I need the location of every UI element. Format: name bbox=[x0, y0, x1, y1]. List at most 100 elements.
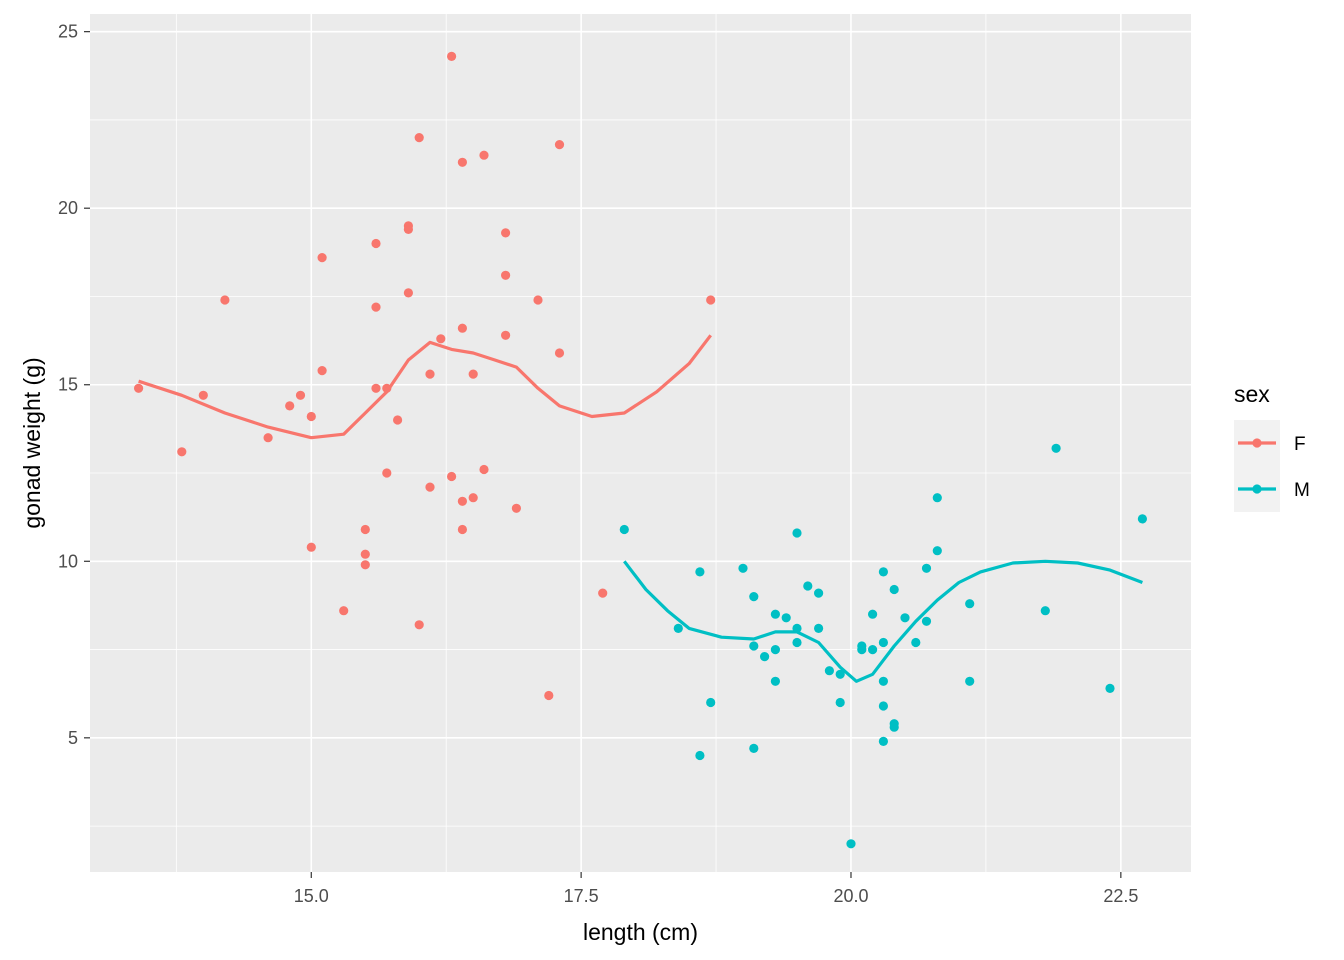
y-tick-label: 20 bbox=[58, 198, 78, 218]
point-M bbox=[846, 839, 856, 849]
point-F bbox=[306, 542, 316, 552]
point-M bbox=[1040, 606, 1050, 616]
legend-item-M: M bbox=[1234, 466, 1310, 512]
point-M bbox=[889, 584, 899, 595]
point-M bbox=[792, 623, 802, 634]
point-F bbox=[360, 549, 370, 559]
x-tick-label: 17.5 bbox=[564, 886, 599, 906]
point-M bbox=[878, 736, 889, 747]
point-M bbox=[878, 676, 889, 686]
point-F bbox=[706, 295, 716, 305]
point-M bbox=[749, 592, 759, 602]
point-F bbox=[436, 334, 446, 344]
point-M bbox=[770, 676, 781, 686]
legend-key-point bbox=[1252, 438, 1262, 448]
y-axis-title: gonad weight (g) bbox=[19, 357, 45, 528]
point-F bbox=[220, 295, 230, 305]
point-F bbox=[371, 383, 381, 393]
point-M bbox=[770, 609, 781, 619]
point-M bbox=[781, 613, 791, 623]
point-M bbox=[1105, 683, 1115, 694]
point-M bbox=[770, 645, 781, 655]
point-M bbox=[868, 609, 878, 619]
point-M bbox=[965, 676, 975, 686]
point-M bbox=[911, 637, 921, 648]
point-F bbox=[306, 411, 316, 422]
x-tick-label: 15.0 bbox=[294, 886, 329, 906]
y-tick-label: 15 bbox=[58, 375, 78, 395]
point-F bbox=[403, 224, 413, 234]
point-F bbox=[544, 690, 554, 701]
point-M bbox=[749, 743, 759, 754]
point-F bbox=[479, 464, 489, 475]
point-F bbox=[554, 140, 565, 150]
legend-key-point bbox=[1252, 484, 1262, 494]
plot-panel bbox=[90, 14, 1191, 872]
legend-label: M bbox=[1294, 480, 1310, 501]
smooth-lines bbox=[138, 334, 1143, 683]
point-M bbox=[835, 669, 845, 679]
legend: sex FM bbox=[1234, 381, 1310, 512]
point-F bbox=[339, 606, 349, 616]
point-M bbox=[1137, 514, 1147, 524]
y-tick-label: 5 bbox=[68, 728, 78, 748]
point-M bbox=[824, 666, 835, 676]
point-M bbox=[921, 563, 932, 573]
point-M bbox=[695, 567, 705, 577]
point-M bbox=[749, 641, 759, 651]
point-F bbox=[554, 348, 565, 358]
point-F bbox=[479, 150, 489, 160]
point-F bbox=[285, 401, 295, 411]
point-F bbox=[501, 270, 511, 280]
point-M bbox=[878, 567, 889, 577]
point-M bbox=[706, 697, 716, 708]
y-tick-label: 25 bbox=[58, 22, 78, 42]
point-F bbox=[371, 238, 381, 249]
point-F bbox=[317, 366, 327, 376]
point-F bbox=[468, 369, 478, 379]
point-M bbox=[932, 493, 942, 503]
point-M bbox=[878, 637, 889, 648]
point-F bbox=[263, 433, 273, 443]
point-F bbox=[501, 228, 511, 238]
point-M bbox=[695, 750, 705, 761]
grid-minor bbox=[90, 14, 1191, 872]
point-M bbox=[878, 701, 889, 711]
point-M bbox=[857, 645, 867, 655]
legend-title: sex bbox=[1234, 381, 1270, 407]
point-F bbox=[382, 468, 392, 478]
x-axis-title: length (cm) bbox=[583, 919, 698, 945]
point-F bbox=[317, 253, 327, 263]
point-M bbox=[792, 637, 802, 648]
point-F bbox=[403, 288, 413, 298]
point-M bbox=[619, 524, 629, 535]
point-M bbox=[835, 697, 845, 708]
point-F bbox=[447, 471, 457, 482]
legend-item-F: F bbox=[1234, 420, 1306, 466]
legend-label: F bbox=[1294, 434, 1306, 455]
point-F bbox=[371, 302, 381, 312]
point-F bbox=[295, 390, 306, 400]
point-F bbox=[457, 524, 467, 535]
points bbox=[134, 51, 1147, 849]
point-M bbox=[738, 563, 748, 573]
point-F bbox=[425, 482, 435, 492]
y-tick-label: 10 bbox=[58, 551, 78, 571]
point-F bbox=[414, 620, 424, 630]
y-axis-ticks: 5 10 15 20 25 bbox=[58, 22, 90, 748]
point-M bbox=[814, 588, 824, 598]
point-F bbox=[134, 383, 144, 393]
point-M bbox=[803, 581, 813, 591]
point-F bbox=[360, 524, 370, 535]
x-tick-label: 22.5 bbox=[1103, 886, 1138, 906]
point-F bbox=[425, 369, 435, 379]
point-M bbox=[900, 613, 910, 623]
point-M bbox=[1051, 443, 1061, 453]
point-F bbox=[447, 51, 457, 62]
legend-keys: FM bbox=[1234, 420, 1310, 512]
point-F bbox=[457, 157, 467, 167]
point-F bbox=[177, 447, 187, 457]
point-M bbox=[792, 528, 802, 538]
point-M bbox=[932, 546, 942, 556]
